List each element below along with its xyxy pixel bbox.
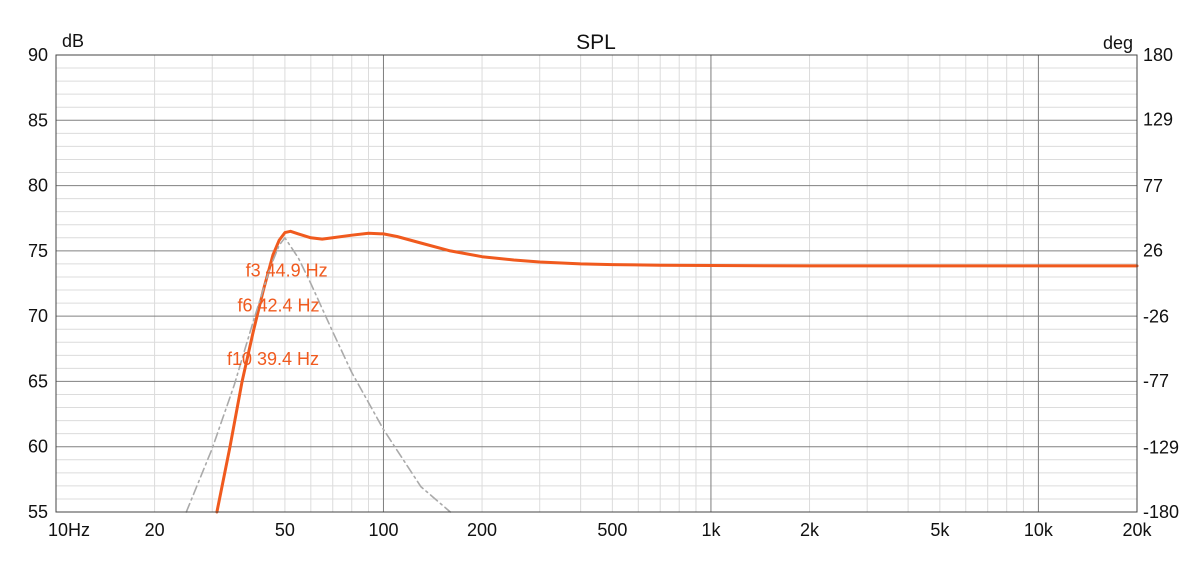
y-tick-label: 70: [28, 306, 48, 326]
y-tick-label: 65: [28, 371, 48, 391]
y-tick-label: 55: [28, 502, 48, 522]
x-tick-label: 2k: [800, 520, 820, 540]
y2-tick-label: -180: [1143, 502, 1179, 522]
y2-tick-label: 129: [1143, 110, 1173, 130]
cutoff-annotation: f6 42.4 Hz: [237, 296, 319, 316]
y-tick-label: 85: [28, 110, 48, 130]
plot-background: [56, 55, 1137, 512]
y2-tick-label: 77: [1143, 176, 1163, 196]
y2-tick-label: 180: [1143, 45, 1173, 65]
x-tick-label: 20k: [1122, 520, 1152, 540]
x-tick-label: 50: [275, 520, 295, 540]
phase-curve: [185, 237, 452, 513]
spl-curve: [215, 229, 1139, 514]
y-axis-unit-label: dB: [62, 31, 84, 51]
y-tick-label: 60: [28, 437, 48, 457]
minor-grid: [56, 55, 1137, 512]
x-tick-label: 20: [145, 520, 165, 540]
y2-tick-label: -26: [1143, 307, 1169, 327]
x-tick-label: 1k: [701, 520, 721, 540]
plot-frame: [55, 54, 1138, 513]
x-tick-label: 10k: [1024, 520, 1054, 540]
major-grid: [56, 54, 1137, 513]
y2-tick-label: 26: [1143, 240, 1163, 260]
y2-tick-label: -77: [1143, 371, 1169, 391]
cutoff-annotation: f3 44.9 Hz: [246, 260, 328, 280]
y-tick-label: 80: [28, 176, 48, 196]
y-tick-label: 90: [28, 45, 48, 65]
cutoff-annotation: f10 39.4 Hz: [227, 349, 319, 369]
x-tick-label: 5k: [930, 520, 950, 540]
x-tick-label: 100: [368, 520, 398, 540]
x-tick-label: 200: [467, 520, 497, 540]
y2-tick-label: -129: [1143, 437, 1179, 457]
series-layer: [185, 229, 1139, 514]
labels-layer: 10Hz 20 50 100 200 500 1k 2k 5k 10k 20k 90 85 80 75 70 6…: [28, 45, 1179, 540]
y-tick-label: 75: [28, 241, 48, 261]
x-tick-label: 500: [597, 520, 627, 540]
x-tick-label: 10Hz: [48, 520, 90, 540]
y2-axis-unit-label: deg: [1103, 33, 1133, 53]
chart-title: SPL: [576, 31, 616, 54]
